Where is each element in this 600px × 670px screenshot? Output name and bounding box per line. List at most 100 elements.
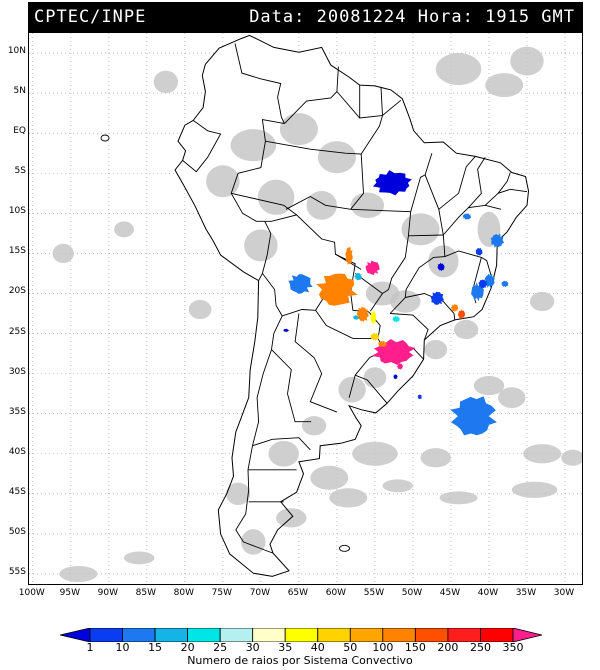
- political-border: [438, 156, 476, 210]
- lon-label: 40W: [477, 588, 499, 598]
- colorbar-box: [480, 628, 514, 642]
- political-border: [315, 292, 381, 339]
- colorbar: [60, 628, 542, 642]
- cloud-patch: [317, 141, 356, 174]
- storm-cell: [354, 273, 362, 281]
- political-border: [230, 119, 285, 222]
- map-frame: [28, 32, 583, 585]
- lat-label: 20S: [8, 286, 26, 297]
- convective-systems-layer: [282, 170, 509, 436]
- lon-label: 30W: [553, 588, 575, 598]
- cloud-patch: [511, 481, 558, 498]
- cloud-patch: [428, 245, 459, 278]
- lat-label: 5N: [13, 86, 26, 97]
- colorbar-tick-label: 100: [372, 641, 394, 654]
- storm-cell: [282, 328, 289, 332]
- political-border: [468, 156, 486, 209]
- storm-cell: [392, 315, 400, 323]
- cloud-patch: [382, 479, 413, 493]
- storm-cell: [451, 303, 459, 312]
- lat-label: 30S: [8, 366, 26, 377]
- lat-label: 35S: [8, 406, 26, 417]
- system-para: [372, 170, 412, 196]
- cloud-patch: [523, 444, 562, 464]
- cloud-patch: [453, 319, 479, 340]
- lat-label: 45S: [8, 486, 26, 497]
- cloud-patch: [225, 482, 251, 506]
- map-canvas: [29, 33, 582, 584]
- cloud-patch: [230, 129, 277, 162]
- colorbar-tick-label: 200: [437, 641, 459, 654]
- colorbar-tick-label: 30: [245, 641, 260, 654]
- cloud-patch: [241, 529, 266, 555]
- colorbar-tick-label: 40: [310, 641, 325, 654]
- cloud-patch: [268, 440, 299, 467]
- cloud-patch: [188, 299, 212, 320]
- cloud-patch: [352, 441, 398, 466]
- continent-fill: [175, 35, 529, 577]
- cloud-patch: [439, 491, 478, 505]
- storm-cell: [478, 279, 488, 289]
- lon-label: 50W: [401, 588, 423, 598]
- lat-label: 10S: [8, 206, 26, 217]
- colorbar-tick-label: 25: [213, 641, 228, 654]
- cloud-patch: [329, 488, 368, 508]
- storm-cell: [370, 309, 377, 326]
- colorbar-box: [284, 628, 319, 642]
- cloud-patch: [350, 192, 385, 219]
- lon-label: 100W: [18, 588, 45, 598]
- political-border: [265, 140, 364, 210]
- cloud-patch: [498, 387, 526, 409]
- map-header: CPTEC/INPE Data: 20081224 Hora: 1915 GMT: [28, 2, 583, 32]
- political-border: [252, 437, 311, 451]
- colorbar-box: [187, 628, 221, 642]
- lon-label: 90W: [97, 588, 119, 598]
- colorbar-right-arrow: [512, 628, 542, 642]
- cloud-patch: [338, 376, 366, 403]
- cloud-cover-layer: [52, 35, 582, 582]
- colorbar-box: [447, 628, 481, 642]
- system-bolivia: [288, 274, 313, 294]
- lon-label: 60W: [325, 588, 347, 598]
- political-border: [182, 120, 222, 173]
- cloud-patch: [424, 339, 448, 360]
- storm-cell: [484, 273, 495, 288]
- storm-cell: [352, 315, 360, 320]
- political-border: [424, 153, 433, 176]
- colorbar-box: [219, 628, 254, 642]
- cloud-patch: [420, 448, 451, 468]
- cloud-patch: [561, 449, 582, 466]
- cloud-patch: [124, 551, 155, 565]
- political-border: [484, 188, 528, 206]
- lon-label: 75W: [211, 588, 233, 598]
- political-border: [284, 66, 339, 124]
- political-border: [370, 293, 383, 312]
- falkland-islands: [339, 544, 350, 552]
- colorbar-tick-label: 350: [502, 641, 524, 654]
- lon-label: 85W: [135, 588, 157, 598]
- lon-label: 65W: [287, 588, 309, 598]
- colorbar-tick-label: 250: [469, 641, 491, 654]
- cloud-patch: [244, 229, 278, 262]
- colorbar-box: [252, 628, 286, 642]
- colorbar-box: [122, 628, 156, 642]
- lon-label: 35W: [515, 588, 537, 598]
- storm-cell: [393, 374, 398, 380]
- galapagos-islands: [100, 134, 110, 142]
- political-border: [405, 293, 456, 320]
- cloud-patch: [279, 113, 318, 146]
- political-border: [235, 315, 283, 554]
- political-border: [355, 374, 388, 404]
- colorbar-tick-label: 50: [343, 641, 358, 654]
- political-border: [380, 87, 383, 116]
- cloud-patch: [59, 565, 98, 582]
- storm-cell: [490, 233, 505, 248]
- storm-cell: [475, 247, 483, 256]
- political-border: [348, 375, 356, 398]
- cloud-patch: [363, 367, 387, 389]
- storm-cell: [370, 332, 379, 341]
- storm-cell: [457, 309, 466, 320]
- political-border: [234, 43, 285, 124]
- lat-label: 55S: [8, 566, 26, 577]
